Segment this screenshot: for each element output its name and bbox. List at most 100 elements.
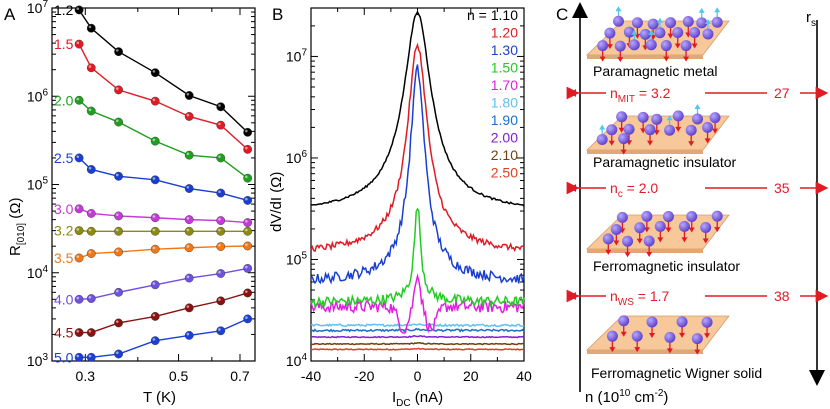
phase-plates-group — [586, 6, 730, 355]
transition-density-3: nWS = 1.7 — [610, 288, 670, 308]
panel-a-marker-highlight — [186, 113, 190, 117]
panel-a-marker-n-3.0 — [114, 211, 123, 221]
panel-a-marker-highlight — [245, 129, 248, 133]
panel-a-marker-n-2.5 — [114, 171, 123, 181]
spin-down-arrowhead — [691, 43, 698, 49]
panel-b-y-tick-base: 10 — [286, 353, 302, 369]
electron — [610, 223, 622, 235]
spin-down-arrowhead — [608, 140, 615, 146]
spin-down-arrowhead — [634, 347, 641, 353]
panel-a-y-tick-base: 10 — [27, 88, 43, 104]
spin-down-arrowhead — [694, 349, 701, 355]
panel-a-marker-highlight — [218, 190, 221, 194]
transition-symbol: n — [610, 180, 618, 196]
spin-down-arrowhead — [665, 227, 672, 233]
panel-a-marker-n-3.5 — [74, 253, 84, 263]
panel-b-y-tick-label: 104 — [286, 352, 308, 369]
panel-a-marker-n-5.0 — [114, 349, 123, 359]
panel-a-marker-highlight — [152, 282, 156, 285]
panel-b-x-ticks: -40 -20 0 20 40 — [301, 8, 532, 384]
transition-value: = 2.0 — [623, 180, 659, 196]
panel-a-y-tick-label: 105 — [27, 176, 49, 193]
panel-a-marker-n-3.2 — [74, 226, 84, 236]
spin-down-arrowhead — [688, 227, 695, 233]
panel-a-marker-n-3.2 — [86, 226, 96, 236]
transition-arrowhead-left — [570, 184, 576, 192]
spin-down-arrowhead — [702, 238, 709, 244]
panel-a-line-n-1.5 — [78, 43, 249, 150]
panel-b-series-group — [310, 10, 525, 351]
electron — [596, 134, 608, 146]
rs-label-main: r — [806, 9, 811, 26]
panel-b-x-tick-label: -40 — [301, 368, 321, 384]
panel-a-marker-n-5.0 — [243, 314, 253, 324]
panel-a-marker-highlight — [218, 217, 221, 221]
spin-up-arrowhead — [714, 7, 721, 13]
electron — [623, 123, 635, 135]
panel-b-x-axis-label: IDC (nA) — [392, 389, 443, 409]
panel-a-marker-highlight — [152, 228, 156, 232]
electron — [644, 124, 656, 136]
spin-down-arrowhead — [646, 252, 653, 258]
spin-up-arrowhead — [698, 7, 705, 13]
panel-a-marker-highlight — [152, 338, 156, 341]
panel-c-phase-schematic: n (1010 cm-2) rs Paramagnetic metalParam… — [566, 2, 829, 406]
density-axis-label: n (1010 cm-2) — [585, 388, 668, 406]
panel-a-label-n-2.0: 2.0 — [54, 92, 74, 108]
density-label-unit-exp: -2 — [655, 388, 664, 399]
panel-a-marker-highlight — [218, 122, 221, 126]
electron — [646, 316, 658, 328]
panel-a-marker-n-2.5 — [150, 175, 160, 185]
panel-b-curve-n-1.30 — [310, 64, 525, 285]
panel-b-y-tick-exp: 5 — [301, 250, 307, 261]
panel-a-label-n-2.5: 2.5 — [54, 150, 74, 166]
panel-a-label-n-3.2: 3.2 — [54, 223, 74, 239]
density-label-unit: cm — [630, 389, 654, 406]
panel-a-marker-highlight — [218, 270, 221, 274]
panel-b-xlabel-sub: DC — [396, 398, 410, 409]
phase-name-4: Ferromagnetic Wigner solid — [591, 365, 762, 381]
panel-a-marker-n-4.5 — [86, 328, 96, 337]
panel-a-y-tick-label: 104 — [27, 264, 49, 281]
density-label-main: n (10 — [585, 389, 619, 406]
spin-up-arrowhead — [615, 6, 622, 12]
panel-a-marker-n-3.5 — [243, 241, 253, 251]
panel-a-marker-n-4.0 — [74, 294, 84, 304]
panel-a-marker-n-4.0 — [86, 294, 96, 303]
panel-b-legend-n-1.10: n = 1.10 — [467, 7, 518, 23]
spin-down-arrowhead — [606, 44, 613, 50]
electron — [678, 220, 690, 232]
panel-a-series-labels: 1.2 1.5 2.0 2.5 3.0 3.2 3.5 4.0 4.5 5.0 — [54, 2, 74, 365]
panel-a-marker-n-3.2 — [243, 226, 253, 236]
panel-a-marker-highlight — [115, 119, 119, 123]
panel-a-marker-n-1.2 — [216, 102, 226, 112]
panel-a-marker-highlight — [186, 245, 190, 248]
spin-down-arrowhead — [620, 149, 627, 155]
panel-a-line-n-1.2 — [78, 9, 249, 133]
electron — [654, 27, 666, 39]
panel-c-letter: C — [556, 5, 568, 24]
electron — [711, 16, 723, 28]
panel-b-curve-n-1.10 — [310, 10, 525, 207]
panel-a-marker-highlight — [152, 313, 156, 317]
electron — [616, 211, 628, 223]
electron — [616, 111, 628, 123]
panel-a-marker-n-2.0 — [243, 173, 253, 183]
panel-a-marker-highlight — [186, 332, 190, 336]
electron — [647, 18, 659, 30]
panel-b-legend-n-1.20: 1.20 — [491, 25, 518, 41]
spin-down-arrowhead — [667, 33, 674, 39]
panel-a-x-axis-label: T (K) — [143, 389, 176, 406]
panel-a-marker-highlight — [245, 316, 248, 319]
panel-a-marker-n-5.0 — [74, 352, 84, 362]
panel-a-y-tick-exp: 5 — [42, 176, 48, 187]
panel-a-x-tick-label: 0.7 — [230, 368, 250, 384]
phase-name-1: Paramagnetic metal — [593, 63, 718, 79]
panel-a-marker-n-5.0 — [150, 336, 160, 346]
panel-a-marker-highlight — [152, 70, 156, 73]
electron — [660, 40, 672, 52]
